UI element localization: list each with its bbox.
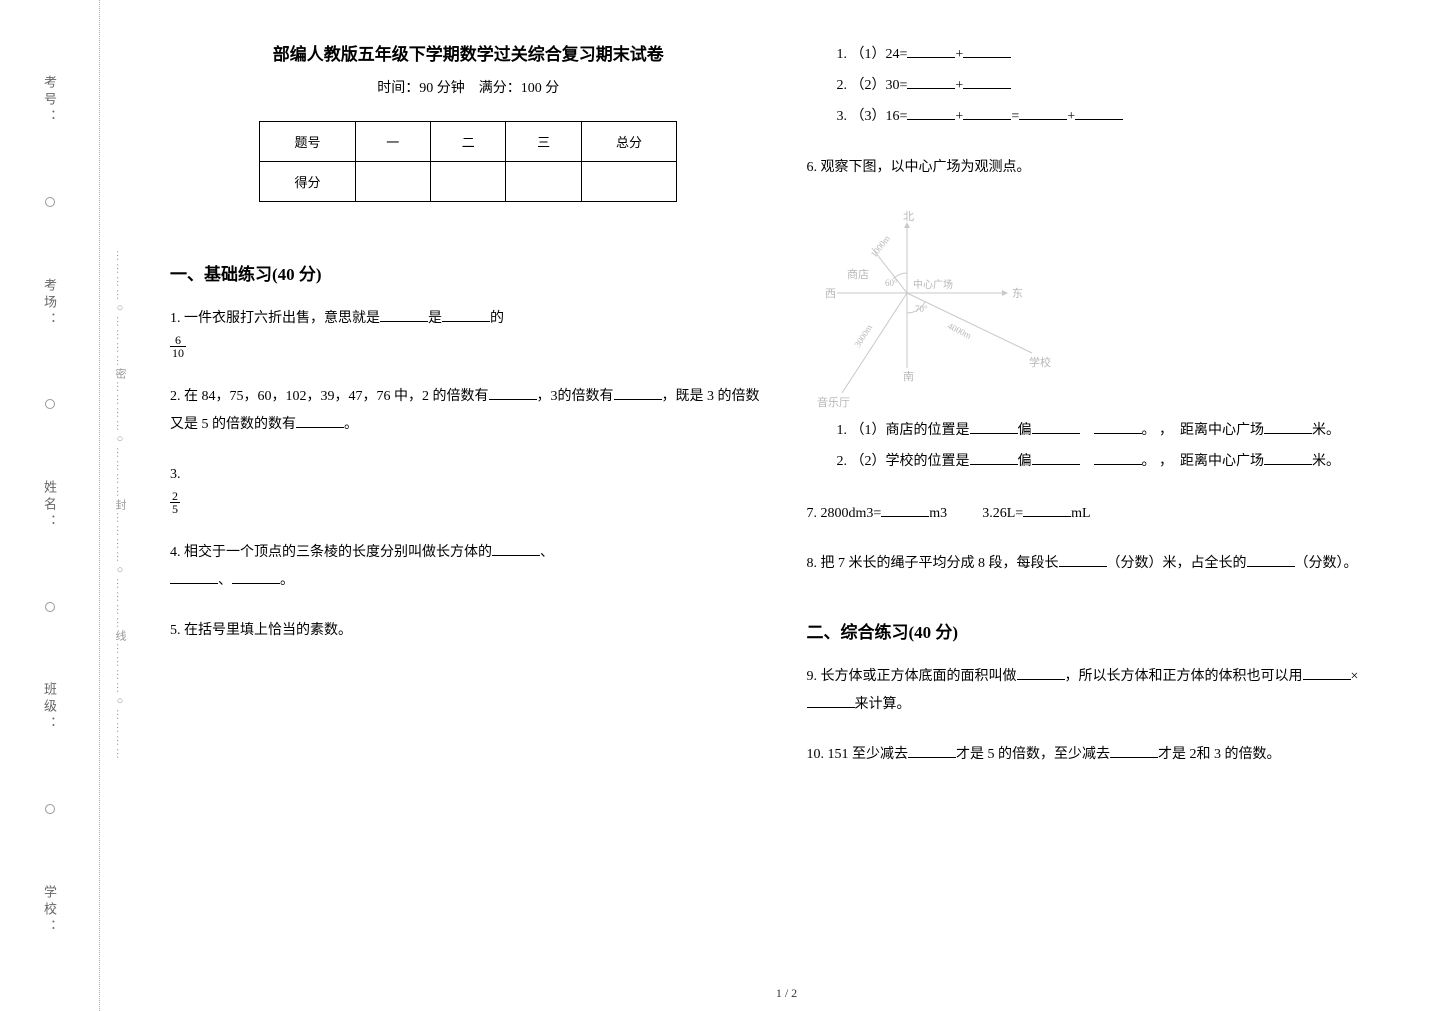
page-subtitle: 时间：90 分钟 满分：100 分 <box>170 77 767 97</box>
blank <box>170 570 218 584</box>
blank <box>1032 420 1080 434</box>
score-header: 题号 <box>260 122 355 162</box>
gutter-label-name: 姓名： <box>40 480 59 531</box>
score-row-label: 得分 <box>260 162 355 202</box>
svg-text:学校: 学校 <box>1029 355 1051 369</box>
svg-text:1000m: 1000m <box>868 234 891 260</box>
blank <box>963 44 1011 58</box>
blank <box>1094 420 1142 434</box>
svg-text:60°: 60° <box>885 278 898 288</box>
svg-text:东: 东 <box>1012 287 1023 300</box>
question-3: 3. 2 5 <box>170 461 767 517</box>
score-cell <box>355 162 430 202</box>
blank <box>1247 553 1295 567</box>
blank <box>1303 666 1351 680</box>
score-header: 一 <box>355 122 430 162</box>
question-2: 2. 在 84，75，60，102，39，47，76 中，2 的倍数有，3的倍数… <box>170 383 767 439</box>
page-title: 部编人教版五年级下学期数学过关综合复习期末试卷 <box>170 40 767 65</box>
blank <box>1032 451 1080 465</box>
question-5-sublist: 1. （1）24=+ 2. （2）30=+ 3. （3）16=+=+ <box>837 40 1404 132</box>
section-2-heading: 二、综合练习(40 分) <box>807 618 1404 643</box>
blank <box>614 386 662 400</box>
fraction: 2 5 <box>170 490 180 515</box>
gutter-label-room: 考场： <box>40 278 59 329</box>
question-1: 1. 一件衣服打六折出售，意思就是是的 6 10 <box>170 305 767 361</box>
question-5: 5. 在括号里填上恰当的素数。 <box>170 617 767 645</box>
svg-text:商店: 商店 <box>847 267 869 281</box>
seal-line: …………○…………密…………○…………封…………○…………线…………○………… <box>100 0 140 1011</box>
svg-text:3000m: 3000m <box>852 323 874 349</box>
svg-text:4000m: 4000m <box>946 321 973 341</box>
question-9: 9. 长方体或正方体底面的面积叫做，所以长方体和正方体的体积也可以用×来计算。 <box>807 663 1404 719</box>
binding-gutter: 考号： 考场： 姓名： 班级： 学校： <box>0 0 100 1011</box>
blank <box>380 308 428 322</box>
blank <box>296 414 344 428</box>
blank <box>232 570 280 584</box>
question-8: 8. 把 7 米长的绳子平均分成 8 段，每段长（分数）米，占全长的（分数）。 <box>807 550 1404 578</box>
gutter-circle <box>45 804 55 814</box>
question-7: 7. 2800dm3=m3 3.26L=mL <box>807 500 1404 528</box>
svg-text:音乐厅: 音乐厅 <box>817 395 850 408</box>
blank <box>807 694 855 708</box>
question-6: 6. 观察下图，以中心广场为观测点。 <box>807 154 1404 182</box>
blank <box>1264 451 1312 465</box>
score-header: 三 <box>506 122 581 162</box>
blank <box>907 44 955 58</box>
page-number: 1 / 2 <box>776 986 797 1001</box>
svg-text:南: 南 <box>903 370 914 383</box>
section-1-heading: 一、基础练习(40 分) <box>170 260 767 285</box>
gutter-label-exam-id: 考号： <box>40 75 59 126</box>
score-header: 二 <box>430 122 505 162</box>
question-4: 4. 相交于一个顶点的三条棱的长度分别叫做长方体的、 、。 <box>170 539 767 595</box>
blank <box>1264 420 1312 434</box>
score-cell <box>430 162 505 202</box>
gutter-circle <box>45 602 55 612</box>
blank <box>1110 744 1158 758</box>
blank <box>1094 451 1142 465</box>
direction-diagram: 北 南 东 西 中心广场 商店 学校 音乐厅 1000m 60° 4000m 7… <box>817 208 1097 408</box>
blank <box>1059 553 1107 567</box>
gutter-circle <box>45 197 55 207</box>
left-column: 部编人教版五年级下学期数学过关综合复习期末试卷 时间：90 分钟 满分：100 … <box>170 40 767 791</box>
gutter-circle <box>45 399 55 409</box>
blank <box>963 106 1011 120</box>
gutter-label-class: 班级： <box>40 682 59 733</box>
score-cell <box>581 162 676 202</box>
blank <box>492 542 540 556</box>
svg-text:70°: 70° <box>915 304 928 314</box>
blank <box>881 503 929 517</box>
fraction: 6 10 <box>170 334 186 359</box>
svg-text:西: 西 <box>825 288 836 300</box>
blank <box>489 386 537 400</box>
score-table: 题号 一 二 三 总分 得分 <box>259 121 677 202</box>
svg-text:北: 北 <box>903 210 914 223</box>
blank <box>1019 106 1067 120</box>
blank <box>1017 666 1065 680</box>
blank <box>907 106 955 120</box>
blank <box>908 744 956 758</box>
blank <box>1075 106 1123 120</box>
right-column: 1. （1）24=+ 2. （2）30=+ 3. （3）16=+=+ 6. 观察… <box>807 40 1404 791</box>
svg-text:中心广场: 中心广场 <box>913 278 953 291</box>
blank <box>1023 503 1071 517</box>
score-header: 总分 <box>581 122 676 162</box>
blank <box>907 75 955 89</box>
blank <box>963 75 1011 89</box>
blank <box>970 451 1018 465</box>
blank <box>970 420 1018 434</box>
seal-line-text: …………○…………密…………○…………封…………○…………线…………○………… <box>112 250 128 761</box>
blank <box>442 308 490 322</box>
question-10: 10. 151 至少减去才是 5 的倍数，至少减去才是 2和 3 的倍数。 <box>807 741 1404 769</box>
gutter-label-school: 学校： <box>40 885 59 936</box>
question-6-sublist: 1. （1）商店的位置是偏 。 ， 距离中心广场米。 2. （2）学校的位置是偏… <box>837 416 1404 478</box>
score-cell <box>506 162 581 202</box>
